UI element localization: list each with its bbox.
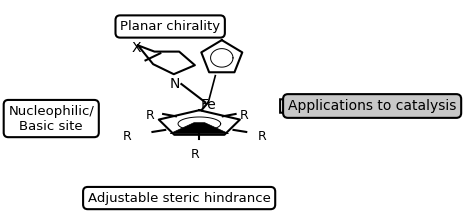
Text: Applications to catalysis: Applications to catalysis — [288, 99, 456, 113]
Text: N: N — [170, 77, 180, 91]
Polygon shape — [280, 95, 307, 117]
Polygon shape — [170, 123, 228, 134]
Polygon shape — [159, 110, 240, 135]
Text: Planar chirality: Planar chirality — [120, 20, 220, 33]
Text: Fe: Fe — [201, 98, 216, 112]
Text: Adjustable steric hindrance: Adjustable steric hindrance — [88, 192, 271, 205]
Text: R: R — [146, 109, 155, 122]
Polygon shape — [138, 45, 195, 74]
Text: R: R — [123, 130, 132, 143]
Text: R: R — [240, 109, 248, 122]
Text: R: R — [258, 130, 266, 143]
Polygon shape — [201, 40, 242, 72]
Text: R: R — [191, 148, 199, 161]
Text: X: X — [132, 42, 141, 56]
Text: Nucleophilic/
Basic site: Nucleophilic/ Basic site — [9, 105, 94, 132]
